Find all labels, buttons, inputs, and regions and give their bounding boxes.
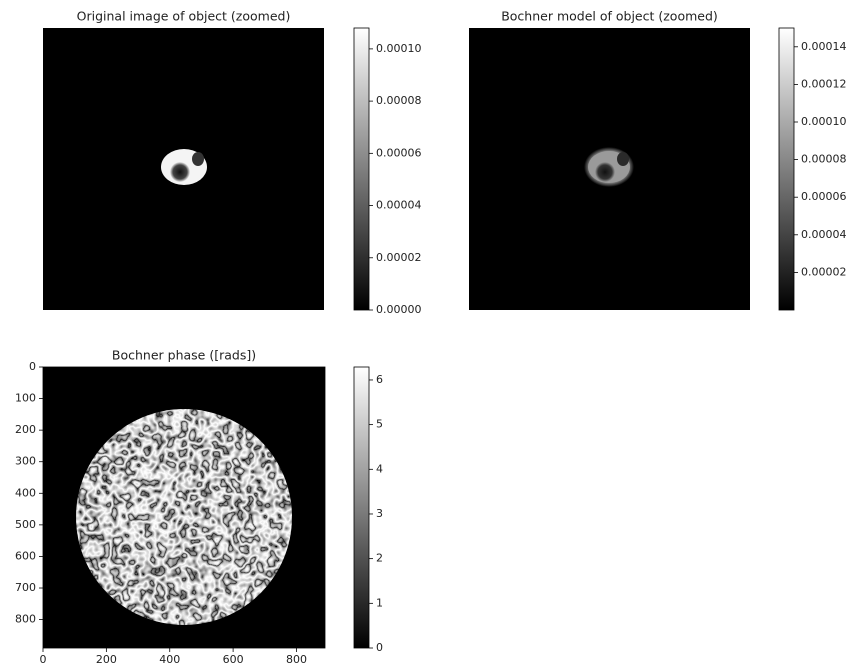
colorbar (779, 28, 794, 310)
y-tick-label: 800 (15, 613, 36, 626)
colorbar-tick-label: 2 (376, 552, 383, 565)
panel-title: Bochner phase ([rads]) (112, 348, 256, 363)
y-tick-label: 700 (15, 581, 36, 594)
colorbar-tick-label: 6 (376, 373, 383, 386)
colorbar (354, 367, 369, 648)
colorbar-tick-label: 0.00010 (801, 115, 847, 128)
colorbar-tick-label: 5 (376, 418, 383, 431)
colorbar-tick-label: 0.00000 (376, 303, 422, 316)
panel-title: Original image of object (zoomed) (77, 9, 291, 24)
colorbar-tick-label: 0.00002 (801, 265, 847, 278)
image-model (469, 28, 750, 310)
y-tick-label: 400 (15, 486, 36, 499)
colorbar-tick-label: 0.00008 (376, 94, 422, 107)
y-tick-label: 600 (15, 549, 36, 562)
colorbar-tick-label: 0 (376, 641, 383, 654)
x-tick-label: 800 (286, 653, 307, 666)
colorbar-tick-label: 0.00014 (801, 40, 847, 53)
colorbar-tick-label: 0.00004 (376, 199, 422, 212)
colorbar-tick-label: 0.00006 (801, 190, 847, 203)
x-tick-label: 0 (40, 653, 47, 666)
colorbar-tick-label: 0.00008 (801, 153, 847, 166)
colorbar-tick-label: 1 (376, 596, 383, 609)
x-tick-label: 200 (96, 653, 117, 666)
colorbar-tick-label: 0.00012 (801, 77, 847, 90)
colorbar-tick-label: 0.00004 (801, 228, 847, 241)
image-original (43, 28, 324, 310)
colorbar-tick-label: 3 (376, 507, 383, 520)
panel-title: Bochner model of object (zoomed) (501, 9, 718, 24)
x-tick-label: 600 (223, 653, 244, 666)
y-tick-label: 0 (29, 360, 36, 373)
colorbar-tick-label: 0.00010 (376, 42, 422, 55)
colorbar (354, 28, 369, 310)
y-tick-label: 500 (15, 518, 36, 531)
y-tick-label: 200 (15, 423, 36, 436)
y-tick-label: 100 (15, 392, 36, 405)
figure: Original image of object (zoomed) 0.00000… (0, 0, 850, 669)
colorbar-tick-label: 0.00002 (376, 251, 422, 264)
colorbar-tick-label: 4 (376, 462, 383, 475)
colorbar-tick-label: 0.00006 (376, 146, 422, 159)
x-tick-label: 400 (159, 653, 180, 666)
y-tick-label: 300 (15, 455, 36, 468)
image-phase (43, 367, 325, 648)
